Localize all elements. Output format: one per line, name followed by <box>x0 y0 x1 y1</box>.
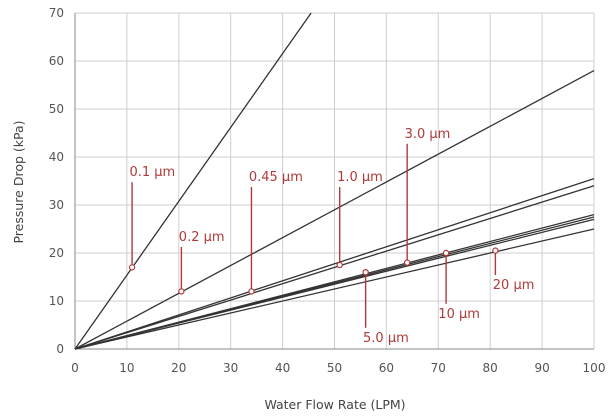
x-tick-label: 0 <box>71 361 79 375</box>
x-tick-label: 40 <box>275 361 290 375</box>
callout-label: 0.1 µm <box>129 165 175 180</box>
callout-label: 5.0 µm <box>363 331 409 346</box>
x-tick-label: 20 <box>171 361 186 375</box>
series-line <box>74 177 595 350</box>
x-tick-label: 70 <box>431 361 446 375</box>
series-line <box>74 185 595 350</box>
callout-label: 20 µm <box>493 278 535 293</box>
x-tick-label: 10 <box>119 361 134 375</box>
series-lines <box>74 12 595 350</box>
x-axis-label: Water Flow Rate (LPM) <box>264 397 405 412</box>
y-tick-label: 60 <box>49 54 64 68</box>
y-tick-label: 30 <box>49 198 64 212</box>
x-tick-label: 80 <box>483 361 498 375</box>
callout-marker <box>403 259 411 266</box>
x-tick-label: 30 <box>223 361 238 375</box>
callout-marker <box>248 288 255 295</box>
series-line <box>74 218 595 350</box>
y-tick-label: 20 <box>49 246 64 260</box>
callout-label: 10 µm <box>438 307 480 322</box>
grid <box>74 12 595 350</box>
callout-label: 3.0 µm <box>405 127 451 142</box>
tick-labels: 0 10 20 30 40 50 60 70 80 90 100 0 10 20 30 40 50 60 70 <box>49 6 606 375</box>
x-tick-label: 60 <box>379 361 394 375</box>
callout-label: 0.2 µm <box>179 230 225 245</box>
y-tick-label: 0 <box>56 342 64 356</box>
x-tick-label: 50 <box>327 361 342 375</box>
callout-label: 1.0 µm <box>337 170 383 185</box>
callouts: 0.1 µm 0.2 µm 0.45 µm 1.0 µm 3.0 µm 5.0 µm 10 … <box>128 127 535 346</box>
x-tick-label: 100 <box>583 361 606 375</box>
callout-marker <box>492 247 499 254</box>
callout-marker <box>128 264 136 271</box>
series-line <box>74 12 312 350</box>
callout-marker <box>442 249 450 257</box>
callout-label: 0.45 µm <box>249 170 303 185</box>
x-tick-label: 90 <box>534 361 549 375</box>
y-axis-label: Pressure Drop (kPa) <box>11 120 26 243</box>
y-tick-label: 10 <box>49 294 64 308</box>
callout-marker <box>362 269 369 276</box>
callout-marker <box>336 261 343 269</box>
y-tick-label: 50 <box>49 102 64 116</box>
series-line <box>74 228 595 350</box>
series-line <box>74 70 595 350</box>
y-tick-label: 40 <box>49 150 64 164</box>
y-tick-label: 70 <box>49 6 64 20</box>
callout-marker <box>178 288 185 295</box>
